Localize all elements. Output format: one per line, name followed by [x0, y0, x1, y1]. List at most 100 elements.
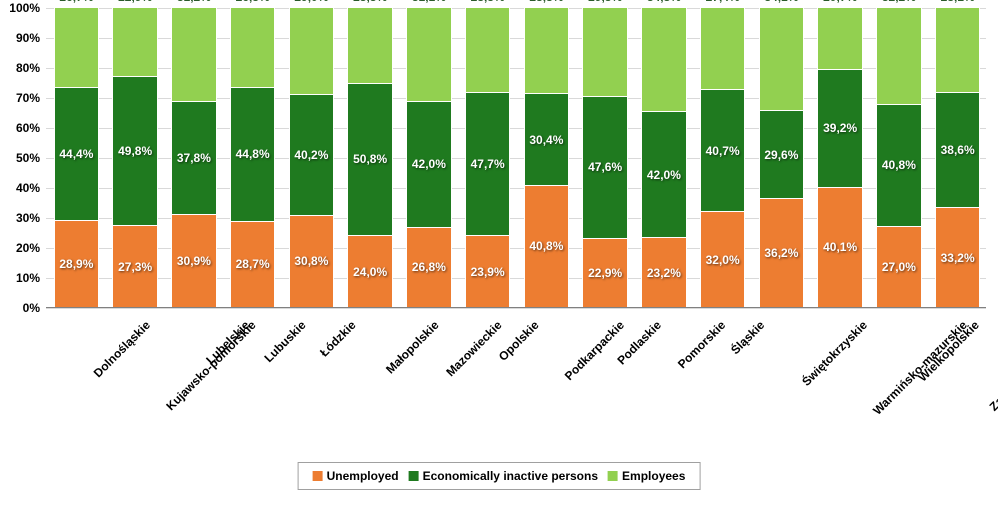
- bar-segment-employees: 29,0%: [290, 7, 333, 94]
- bar-segment-inactive: 40,2%: [290, 94, 333, 215]
- bar-segment-label: 40,8%: [882, 158, 916, 172]
- bar-segment-label: 47,7%: [471, 157, 505, 171]
- y-tick-label: 40%: [0, 181, 40, 195]
- legend-label: Unemployed: [327, 469, 399, 483]
- bar: 26,8%42,0%31,1%: [406, 6, 451, 308]
- bar-segment-employees: 31,1%: [407, 7, 450, 100]
- bar-segment-label: 22,9%: [118, 0, 152, 4]
- bar-segment-inactive: 42,0%: [407, 101, 450, 227]
- bar-segment-unemployed: 33,2%: [936, 207, 979, 307]
- bar-segment-label: 42,0%: [412, 157, 446, 171]
- bar-segment-unemployed: 30,9%: [172, 214, 215, 307]
- bar-segment-label: 29,5%: [588, 0, 622, 4]
- bar-segment-inactive: 44,8%: [231, 87, 274, 221]
- bar-slot: 24,0%50,8%25,3%: [340, 8, 399, 308]
- bar-segment-label: 24,0%: [353, 265, 387, 279]
- x-label-slot: Dolnośląskie: [46, 310, 105, 450]
- bar-segment-employees: 34,8%: [642, 7, 685, 111]
- legend-item-inactive: Economically inactive persons: [409, 469, 598, 483]
- x-label-slot: Wielkopolskie: [869, 310, 928, 450]
- stacked-bar-chart: 0%10%20%30%40%50%60%70%80%90%100% 28,9%4…: [0, 0, 998, 517]
- bar-segment-label: 23,9%: [471, 265, 505, 279]
- x-label-slot: Podkarpackie: [516, 310, 575, 450]
- x-label-slot: Podlaskie: [575, 310, 634, 450]
- y-tick-label: 30%: [0, 211, 40, 225]
- bar-segment-unemployed: 24,0%: [348, 235, 391, 307]
- x-label-slot: Warmińsko-mazurskie: [810, 310, 869, 450]
- bar-segment-label: 42,0%: [647, 168, 681, 182]
- bar-segment-inactive: 42,0%: [642, 111, 685, 237]
- bar: 27,3%49,8%22,9%: [112, 6, 157, 308]
- bar-segment-label: 44,8%: [236, 147, 270, 161]
- bar-segment-label: 40,2%: [294, 148, 328, 162]
- bar-segment-employees: 28,8%: [525, 7, 568, 93]
- bar: 23,2% 42,0% 34,8%: [641, 6, 686, 308]
- bar-segment-label: 31,1%: [412, 0, 446, 4]
- bar-segment-label: 32,0%: [706, 253, 740, 267]
- bar-segment-unemployed: 27,3%: [113, 225, 156, 307]
- bar-segment-label: 44,4%: [59, 147, 93, 161]
- bar-segment-label: 30,8%: [294, 254, 328, 268]
- bar-segment-label: 50,8%: [353, 152, 387, 166]
- bar-segment-inactive: 30,4%: [525, 93, 568, 184]
- bar-slot: 36,2% 29,6% 34,1%: [751, 8, 810, 308]
- bar-segment-label: 36,2%: [764, 246, 798, 260]
- bar-segment-inactive: 47,6%: [583, 96, 626, 239]
- bar-segment-label: 40,7%: [706, 144, 740, 158]
- bar-segment-label: 29,0%: [294, 0, 328, 4]
- bar-slot: 23,9%47,7%28,5%: [457, 8, 516, 308]
- bar-segment-label: 28,1%: [941, 0, 975, 4]
- bar-segment-label: 26,5%: [236, 0, 270, 4]
- bar-segment-employees: 20,7%: [818, 7, 861, 69]
- x-axis-labels: DolnośląskieKujawsko-pomorskieLubelskieL…: [46, 310, 986, 450]
- bar-slot: 28,9%44,4%26,7%: [46, 8, 105, 308]
- bar-segment-unemployed: 22,9%: [583, 238, 626, 307]
- legend-swatch: [608, 471, 618, 481]
- bar-segment-label: 27,4%: [706, 0, 740, 4]
- bar-segment-label: 40,1%: [823, 240, 857, 254]
- bar-segment-unemployed: 40,1%: [818, 187, 861, 307]
- x-label-slot: Lubuskie: [222, 310, 281, 450]
- bar-segment-employees: 34,1%: [760, 7, 803, 109]
- bar-segment-inactive: 29,6%: [760, 110, 803, 199]
- bar-segment-label: 29,6%: [764, 148, 798, 162]
- bar-segment-inactive: 40,7%: [701, 89, 744, 211]
- bar-slot: 30,9% 37,8% 31,2%: [164, 8, 223, 308]
- bar: 22,9% 47,6% 29,5%: [582, 6, 627, 308]
- bar-segment-label: 28,9%: [59, 257, 93, 271]
- bar-segment-label: 28,5%: [471, 0, 505, 4]
- bar-segment-label: 20,7%: [823, 0, 857, 4]
- bar-segment-label: 30,9%: [177, 254, 211, 268]
- x-label-slot: Pomorskie: [634, 310, 693, 450]
- bar: 32,0%40,7%27,4%: [700, 6, 745, 308]
- x-label-slot: Małopolskie: [340, 310, 399, 450]
- legend-swatch: [313, 471, 323, 481]
- bar: 40,1% 39,2% 20,7%: [817, 6, 862, 308]
- bar-segment-unemployed: 36,2%: [760, 198, 803, 307]
- bar-segment-label: 34,1%: [764, 0, 798, 4]
- bar-slot: 23,2% 42,0% 34,8%: [634, 8, 693, 308]
- x-tick-label: Zachodniopomorskie: [986, 318, 998, 414]
- x-label-slot: Lubelskie: [164, 310, 223, 450]
- bar-slot: 27,3%49,8%22,9%: [105, 8, 164, 308]
- bar-segment-inactive: 49,8%: [113, 76, 156, 225]
- bar-segment-employees: 31,2%: [172, 7, 215, 101]
- bar: 30,9% 37,8% 31,2%: [171, 6, 216, 308]
- bar-segment-inactive: 50,8%: [348, 83, 391, 235]
- legend: UnemployedEconomically inactive personsE…: [298, 462, 701, 490]
- bar-segment-label: 25,3%: [353, 0, 387, 4]
- bar: 24,0%50,8%25,3%: [347, 6, 392, 308]
- x-axis-line: [46, 307, 986, 308]
- bar-segment-label: 47,6%: [588, 160, 622, 174]
- bar-segment-label: 40,8%: [529, 239, 563, 253]
- bar: 23,9%47,7%28,5%: [465, 6, 510, 308]
- bar-segment-inactive: 47,7%: [466, 92, 509, 235]
- y-tick-label: 70%: [0, 91, 40, 105]
- bar-segment-label: 39,2%: [823, 121, 857, 135]
- bar-segment-employees: 29,5%: [583, 7, 626, 96]
- bar-segment-inactive: 37,8%: [172, 101, 215, 214]
- bar-segment-label: 23,2%: [647, 266, 681, 280]
- bar-segment-label: 37,8%: [177, 151, 211, 165]
- bar-segment-label: 32,2%: [882, 0, 916, 4]
- bar-segment-label: 38,6%: [941, 143, 975, 157]
